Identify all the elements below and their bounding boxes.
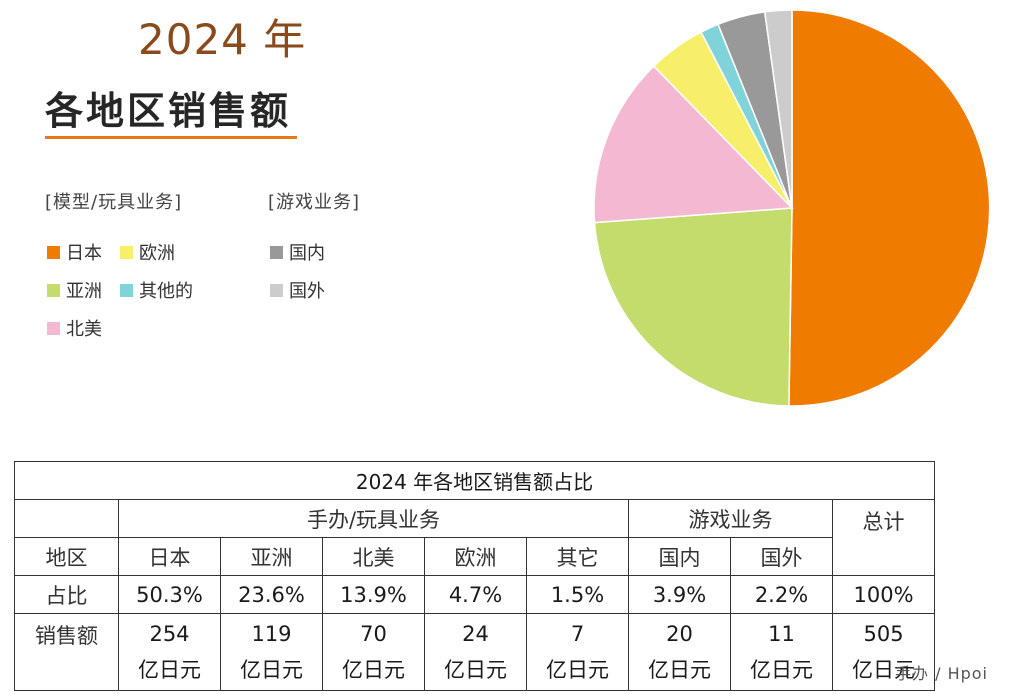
legend-label: 亚洲 [66,281,102,302]
share-cell: 13.9% [322,575,425,614]
sales-cell: 7 亿日元 [526,613,629,691]
sales-value: 119 [251,622,292,646]
pie-slice-0 [788,9,991,407]
sales-cell: 119 亿日元 [220,613,323,691]
legend-swatch [120,245,133,259]
row-label-sales: 销售额 [14,613,119,691]
legend-swatch [270,245,283,259]
table-row: 地区 日本 亚洲 北美 欧洲 其它 国内 国外 [14,537,935,576]
table-caption: 2024 年各地区销售额占比 [13,461,936,500]
watermark: 手办 / Hpoi [895,664,988,683]
sales-unit: 亿日元 [138,658,201,682]
legend-swatch [47,321,60,335]
legend-swatch [47,245,60,259]
region-cell: 北美 [322,537,425,576]
share-cell: 1.5% [526,575,629,614]
sales-value: 70 [360,622,387,646]
sales-total-cell: 505 亿日元 [831,613,936,691]
sales-cell: 11 亿日元 [730,613,833,691]
sales-value: 20 [666,622,693,646]
legend-item-europe: 欧洲 [120,239,175,265]
share-cell: 4.7% [424,575,527,614]
share-cell: 50.3% [118,575,221,614]
sales-table: 2024 年各地区销售额占比 手办/玩具业务 游戏业务 总计 地区 日本 亚洲 … [13,461,936,691]
legend-item-asia: 亚洲 [47,277,102,303]
legend-swatch [270,283,283,297]
legend-item-domestic: 国内 [270,239,325,265]
sales-value: 7 [570,622,585,646]
region-cell: 其它 [526,537,629,576]
sales-value: 24 [462,622,489,646]
table-row: 销售额 254 亿日元 119 亿日元 70 亿日元 24 亿日元 7 亿日元 20 亿日元… [14,613,936,691]
sales-cell: 20 亿日元 [628,613,731,691]
share-cell: 2.2% [730,575,833,614]
pie-slice-1 [593,207,793,407]
legend-item-other: 其他的 [120,277,193,303]
sales-unit: 亿日元 [750,658,813,682]
sales-unit: 亿日元 [648,658,711,682]
table-group-games: 游戏业务 [628,499,833,538]
sales-value: 11 [768,622,795,646]
year-heading: 2024 年 [138,15,307,64]
region-cell: 国外 [730,537,833,576]
legend-item-japan: 日本 [47,239,102,265]
region-cell: 国内 [628,537,731,576]
region-cell: 欧洲 [424,537,527,576]
sales-cell: 24 亿日元 [424,613,527,691]
sales-cell: 254 亿日元 [118,613,221,691]
legend-swatch [120,283,133,297]
sales-value: 505 [863,622,904,646]
legend-label: 国外 [289,281,325,302]
share-total-cell: 100% [831,575,936,614]
sales-unit: 亿日元 [546,658,609,682]
sales-unit: 亿日元 [342,658,405,682]
legend-group-toys: [模型/玩具业务] [45,192,183,213]
table-group-toys: 手办/玩具业务 [118,499,629,538]
sales-cell: 70 亿日元 [322,613,425,691]
region-cell: 亚洲 [220,537,323,576]
legend-item-overseas: 国外 [270,277,325,303]
region-cell: 日本 [118,537,221,576]
row-label-share: 占比 [14,575,119,614]
title-underline [45,136,297,139]
row-label-region: 地区 [14,537,119,576]
table-row: 占比 50.3% 23.6% 13.9% 4.7% 1.5% 3.9% 2.2%… [14,575,936,614]
sales-value: 254 [149,622,190,646]
legend-label: 国内 [289,243,325,264]
legend-label: 日本 [66,243,102,264]
legend-item-north-america: 北美 [47,315,102,341]
legend-group-games: [游戏业务] [268,192,361,213]
share-cell: 3.9% [628,575,731,614]
sales-unit: 亿日元 [444,658,507,682]
legend-label: 北美 [66,319,102,340]
table-corner-cell [14,499,119,538]
share-cell: 23.6% [220,575,323,614]
pie-slice-2 [593,65,794,224]
sales-unit: 亿日元 [852,658,916,682]
legend-label: 其他的 [139,281,193,302]
table-total-header: 总计 [831,499,936,576]
page-title: 各地区销售额 [45,89,292,133]
legend-swatch [47,283,60,297]
pie-slice-6 [763,9,793,209]
legend-label: 欧洲 [139,243,175,264]
pie-chart [593,9,991,407]
sales-unit: 亿日元 [240,658,303,682]
